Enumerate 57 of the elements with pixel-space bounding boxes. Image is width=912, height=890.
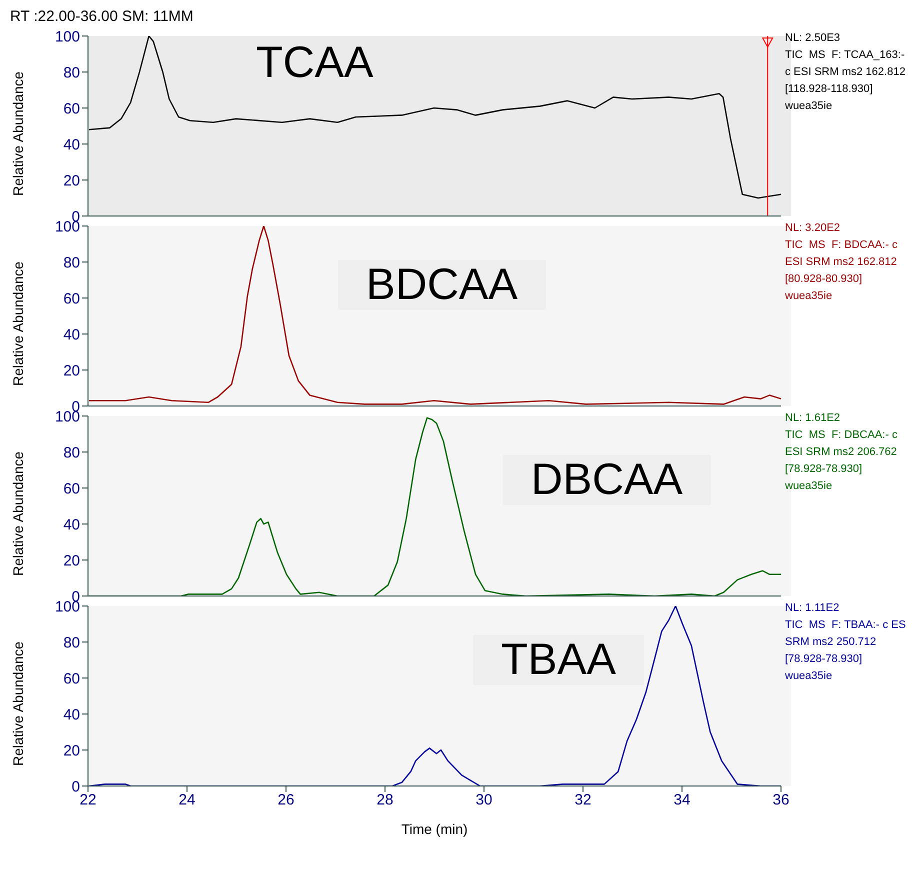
y-tick-label: 60 [63, 670, 80, 688]
y-tick-label: 20 [63, 742, 80, 760]
text: NL: 3.20E2 [785, 221, 842, 236]
text: TIC MS F: TCAA_163:- [785, 48, 906, 63]
y-tick-label: 60 [63, 290, 80, 308]
x-tick-label: 36 [772, 792, 790, 809]
text: wuea35ie [785, 99, 834, 114]
annotation: BDCAA [338, 260, 546, 310]
annotation: TBAA [473, 635, 644, 685]
y-tick-label: 80 [63, 444, 80, 462]
text: TIC MS F: BDCAA:- c [785, 238, 898, 253]
x-tick-label: 34 [674, 792, 690, 809]
y-tick-label: 40 [63, 326, 80, 344]
text: wuea35ie [785, 289, 834, 304]
text: wuea35ie [785, 669, 834, 684]
text: ESI SRM ms2 206.762 [785, 445, 898, 460]
text: NL: 1.61E2 [785, 411, 842, 426]
y-tick-label: 20 [63, 552, 80, 570]
text: SRM ms2 250.712 [785, 635, 878, 650]
y-tick-label: 60 [63, 480, 80, 498]
x-axis-title: Time (min) [401, 821, 468, 837]
y-tick-label: 0 [72, 778, 80, 796]
y-tick-label: 40 [63, 136, 80, 154]
text: [78.928-78.930] [785, 462, 864, 477]
y-axis-title: Relative Abundance [10, 261, 26, 386]
text: [80.928-80.930] [785, 272, 864, 287]
text: wuea35ie [785, 479, 834, 494]
x-tick-label: 26 [278, 792, 294, 809]
text: TIC MS F: TBAA:- c ES [785, 618, 906, 633]
text: [118.928-118.930] [785, 82, 874, 97]
x-tick-label: 24 [178, 792, 196, 809]
text: ESI SRM ms2 162.812 [785, 255, 898, 270]
text: TIC MS F: DBCAA:- c [785, 428, 898, 443]
text: [78.928-78.930] [785, 652, 864, 667]
text: NL: 2.50E3 [785, 31, 842, 46]
y-tick-label: 60 [63, 100, 80, 118]
y-tick-label: 20 [63, 172, 80, 190]
y-tick-label: 80 [63, 634, 80, 652]
y-axis-title: Relative Abundance [10, 641, 26, 766]
chart-title: RT :22.00-36.00 SM: 11MM [9, 8, 194, 27]
y-axis-title: Relative Abundance [10, 71, 26, 196]
x-tick-label: 32 [574, 792, 592, 809]
x-tick-label: 28 [376, 792, 394, 809]
y-tick-label: 80 [63, 64, 80, 82]
x-tick-label: 22 [80, 792, 96, 809]
y-tick-label: 40 [63, 516, 80, 534]
y-tick-label: 80 [63, 254, 80, 272]
x-tick-label: 30 [476, 792, 492, 809]
line-series [88, 36, 781, 199]
annotation: TCAA [255, 38, 374, 88]
y-tick-label: 100 [54, 28, 80, 46]
text: NL: 1.11E2 [785, 601, 840, 616]
y-tick-label: 40 [63, 706, 80, 724]
y-tick-label: 20 [63, 362, 80, 380]
text: c ESI SRM ms2 162.812 [785, 65, 906, 80]
annotation: DBCAA [503, 455, 711, 505]
y-axis-title: Relative Abundance [10, 451, 26, 576]
